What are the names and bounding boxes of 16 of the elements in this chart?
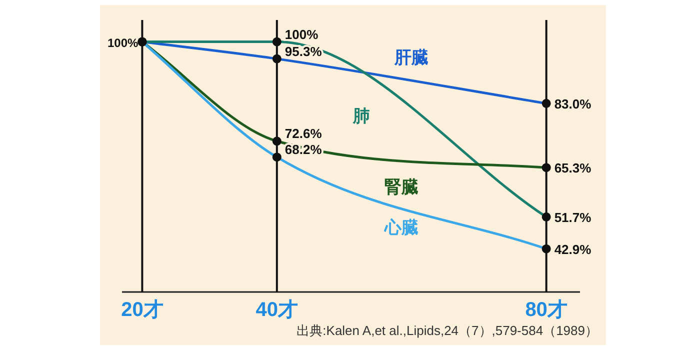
source-note: 出典:Kalen A,et al.,Lipids,24（7）,579-584（1989） xyxy=(296,323,598,338)
data-label: 72.6% xyxy=(284,126,322,142)
data-label: 65.3% xyxy=(554,160,592,176)
data-label: 83.0% xyxy=(554,96,592,112)
series-label: 肺 xyxy=(352,106,370,126)
data-label: 95.3% xyxy=(284,44,322,59)
series-label: 心臓 xyxy=(384,218,419,237)
x-tick-label: 20才 xyxy=(121,299,164,321)
series-label: 肝臓 xyxy=(394,48,429,68)
x-tick-label: 40才 xyxy=(256,299,298,321)
data-label: 42.9% xyxy=(554,242,592,257)
data-label: 100% xyxy=(284,26,319,42)
series-label: 腎臓 xyxy=(384,177,419,196)
data-label: 100% xyxy=(108,36,139,50)
data-label: 51.7% xyxy=(554,210,592,225)
x-tick-label: 80才 xyxy=(525,299,568,321)
